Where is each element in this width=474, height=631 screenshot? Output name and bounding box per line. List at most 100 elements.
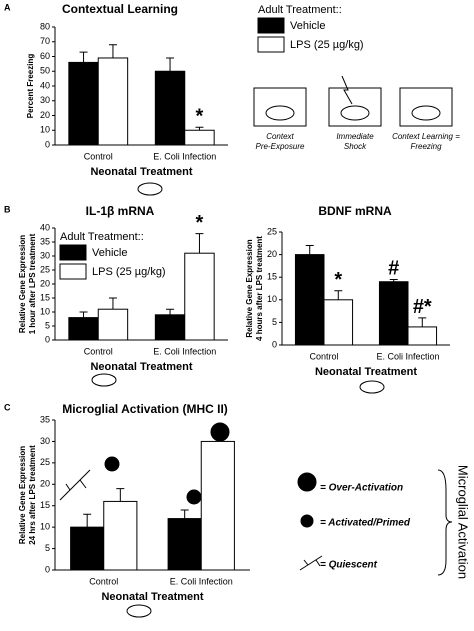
y-axis-label: Relative Gene Expression xyxy=(18,235,27,333)
y-tick-label: 20 xyxy=(40,479,50,489)
x-tick-label: E. Coli Infection xyxy=(153,151,216,161)
y-tick-label: 30 xyxy=(40,436,50,446)
y-tick-label: 35 xyxy=(40,236,50,246)
rat xyxy=(126,604,152,618)
y-tick-label: 10 xyxy=(40,125,50,135)
cell xyxy=(104,456,120,472)
rat xyxy=(359,380,385,394)
process xyxy=(59,469,323,571)
diagram xyxy=(91,75,453,618)
shock xyxy=(341,75,353,105)
y-tick-label: 15 xyxy=(40,292,50,302)
y-tick-label: 0 xyxy=(45,334,50,344)
error-bar xyxy=(305,245,314,255)
y-axis-label: Percent Freezing xyxy=(26,54,35,119)
y-tick-label: 10 xyxy=(40,306,50,316)
y-axis-label: 4 hours after LPS treatment xyxy=(255,236,264,341)
error-bar xyxy=(166,308,175,315)
bar xyxy=(323,299,354,346)
error-bar xyxy=(180,509,189,519)
legend-swatch xyxy=(257,17,285,34)
step-caption: Context xyxy=(266,132,294,141)
cell xyxy=(210,422,230,442)
y-tick-label: 20 xyxy=(40,110,50,120)
y-tick-label: 40 xyxy=(40,222,50,232)
x-tick-label: Control xyxy=(84,151,113,161)
bar xyxy=(407,326,438,346)
y-tick-label: 40 xyxy=(40,80,50,90)
y-tick-label: 35 xyxy=(40,414,50,424)
error-bar xyxy=(213,428,222,442)
error-bar xyxy=(166,57,175,72)
chart-title: Contextual Learning xyxy=(62,2,178,16)
y-tick-label: 25 xyxy=(267,226,277,236)
x-tick-label: E. Coli Infection xyxy=(170,576,233,586)
annotation: * xyxy=(196,106,204,128)
error-bar xyxy=(79,311,88,318)
y-tick-label: 15 xyxy=(40,500,50,510)
x-tick-label: Control xyxy=(84,346,113,356)
y-tick-label: 25 xyxy=(40,457,50,467)
bar xyxy=(97,57,129,146)
legend-label: LPS (25 µg/kg) xyxy=(290,39,364,51)
cell xyxy=(186,489,202,505)
rat xyxy=(340,105,370,121)
y-tick-label: 5 xyxy=(45,320,50,330)
error-bar xyxy=(195,126,204,131)
legend-label: Vehicle xyxy=(92,247,127,259)
box xyxy=(399,87,453,127)
x-tick-label: E. Coli Infection xyxy=(376,351,439,361)
error-bar xyxy=(195,233,204,254)
cell xyxy=(300,514,314,528)
x-axis-label: Neonatal Treatment xyxy=(90,361,192,373)
y-tick-label: 0 xyxy=(45,564,50,574)
y-tick-label: 70 xyxy=(40,36,50,46)
y-tick-label: 0 xyxy=(45,139,50,149)
bar xyxy=(68,317,99,341)
bar xyxy=(154,314,186,341)
legend-swatch xyxy=(59,244,87,261)
microglia-icons xyxy=(59,422,323,571)
legend-title: Adult Treatment:: xyxy=(60,231,144,243)
y-tick-label: 15 xyxy=(267,272,277,282)
y-axis-label: Relative Gene Expression xyxy=(18,446,27,544)
y-tick-label: 5 xyxy=(272,317,277,327)
bar xyxy=(103,500,138,571)
annotation: #* xyxy=(413,296,432,318)
panel-label: B xyxy=(4,204,11,214)
error-bar xyxy=(116,488,125,502)
rat xyxy=(137,182,163,196)
bar xyxy=(294,254,325,346)
box xyxy=(253,87,307,127)
y-tick-label: 5 xyxy=(45,543,50,553)
step-caption: Pre-Exposure xyxy=(256,142,305,151)
bar xyxy=(97,308,129,341)
annotation: # xyxy=(388,258,399,280)
error-bar xyxy=(83,513,92,528)
y-tick-label: 10 xyxy=(40,522,50,532)
step-caption: Shock xyxy=(344,142,367,151)
icon-legend-label: = Quiescent xyxy=(320,560,378,571)
x-tick-label: Control xyxy=(309,351,338,361)
bar xyxy=(154,70,186,146)
rat xyxy=(91,373,117,387)
error-bar xyxy=(418,317,427,327)
bar xyxy=(200,440,235,571)
icon-legend-title: Microglial Activation xyxy=(456,465,471,579)
bar xyxy=(70,526,105,571)
annotation: * xyxy=(334,269,342,291)
icon-legend-label: = Over-Activation xyxy=(320,483,403,494)
icon-legend-label: = Activated/Primed xyxy=(320,518,411,529)
rat xyxy=(265,105,295,121)
error-bar xyxy=(79,51,88,63)
y-tick-label: 30 xyxy=(40,95,50,105)
error-bar xyxy=(389,278,398,282)
annotation: * xyxy=(196,212,204,234)
legend-swatch xyxy=(257,36,285,53)
panel-label: C xyxy=(4,402,11,412)
bar xyxy=(184,252,215,341)
y-tick-label: 20 xyxy=(267,249,277,259)
bar xyxy=(184,129,215,146)
y-tick-label: 80 xyxy=(40,21,50,31)
